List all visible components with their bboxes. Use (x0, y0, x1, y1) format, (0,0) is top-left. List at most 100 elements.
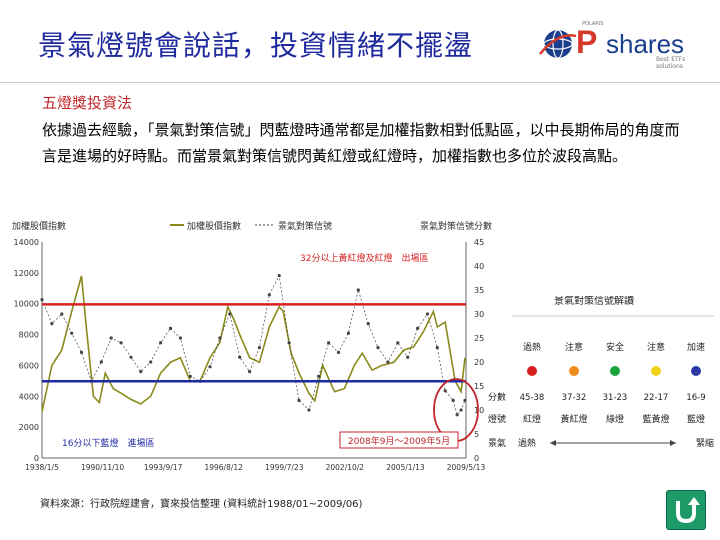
signal-point (396, 341, 400, 345)
signal-point (435, 346, 439, 350)
signal-point (386, 360, 390, 364)
signal-point (366, 322, 370, 326)
signal-col-name: 過熱 (523, 341, 541, 353)
signal-point (159, 341, 163, 345)
signal-point (228, 312, 232, 316)
row-label-score: 分數 (488, 391, 506, 403)
left-tick-label: 12000 (14, 269, 39, 278)
signal-point (463, 398, 467, 402)
signal-col-name: 安全 (606, 341, 624, 353)
signal-light-name: 藍燈 (687, 413, 705, 425)
highlight-label: 2008年9月～2009年5月 (348, 435, 450, 447)
signal-table: 景氣對策信號解讀 過熱 45-38 紅燈 注意 37-32 黃紅燈 安全 31-23 綠燈 注意 22… (488, 294, 718, 450)
signal-point (129, 355, 133, 359)
signal-point (356, 288, 360, 292)
index-line (41, 275, 466, 412)
page-title: 景氣燈號會說話，投資情緒不擺盪 (38, 29, 474, 62)
signal-point (267, 293, 271, 297)
x-tick-label: 2005/1/13 (386, 463, 425, 472)
signal-score: 45-38 (520, 393, 545, 403)
brand-prefix: P (576, 24, 598, 60)
signal-point (336, 350, 341, 354)
signal-light-name: 藍黃燈 (642, 413, 669, 425)
x-tick-label: 1999/7/23 (265, 463, 304, 472)
signal-light-name: 紅燈 (523, 413, 541, 425)
signal-point (109, 336, 113, 340)
back-button[interactable] (666, 490, 706, 530)
left-tick-label: 4000 (19, 392, 39, 401)
globe-icon (539, 29, 577, 59)
right-tick-label: 45 (474, 238, 484, 247)
signal-score: 22-17 (644, 393, 669, 403)
legend-label-index: 加權股價指數 (187, 220, 241, 232)
x-tick-label: 1996/8/12 (204, 463, 243, 472)
right-tick-label: 10 (474, 406, 484, 415)
right-tick-label: 25 (474, 334, 484, 343)
signal-point (149, 360, 153, 364)
signal-point (287, 341, 291, 345)
right-axis-title: 景氣對策信號分數 (420, 220, 492, 232)
signal-point (416, 326, 420, 330)
signal-point (139, 370, 143, 374)
red-threshold-label: 32分以上黃紅燈及紅燈 出場區 (300, 252, 428, 264)
signal-light-dot (527, 366, 537, 376)
right-tick-label: 15 (474, 382, 484, 391)
signal-point (406, 355, 410, 359)
signal-point (425, 312, 430, 316)
economy-arrow-left (550, 440, 556, 446)
right-tick-label: 35 (474, 286, 484, 295)
economy-right-label: 緊縮 (696, 437, 714, 449)
highlight-box (339, 431, 459, 449)
content-area (0, 82, 720, 540)
signal-light-dot (651, 366, 661, 376)
brand-name: shares (606, 29, 685, 59)
x-tick-label: 1938/1/5 (25, 463, 59, 472)
signal-score: 16-9 (686, 393, 705, 403)
right-tick-label: 5 (474, 430, 479, 439)
signal-point (277, 274, 281, 278)
signal-point (455, 413, 459, 417)
signal-col-name: 注意 (565, 341, 583, 353)
signal-point (60, 312, 64, 316)
legend-label-signal: 景氣對策信號 (278, 220, 332, 232)
signal-point (218, 336, 222, 340)
left-tick-label: 10000 (14, 300, 39, 309)
signal-light-dot (610, 366, 620, 376)
signal-col-name: 加速 (687, 342, 705, 353)
signal-point (257, 346, 261, 350)
signal-point (168, 326, 173, 330)
signal-point (188, 374, 192, 378)
signal-light-dot (691, 366, 701, 376)
signal-table-title: 景氣對策信號解讀 (554, 296, 634, 307)
x-tick-label: 2009/5/13 (447, 463, 486, 472)
signal-point (238, 355, 242, 359)
right-tick-label: 40 (474, 262, 484, 271)
signal-light-dot (569, 366, 579, 376)
u-turn-icon (676, 497, 700, 524)
signal-point (346, 331, 350, 335)
x-tick-label: 1993/9/17 (144, 463, 183, 472)
signal-light-name: 綠燈 (606, 413, 624, 425)
left-tick-label: 14000 (14, 238, 39, 247)
signal-point (119, 341, 123, 345)
x-tick-label: 2002/10/2 (326, 463, 365, 472)
left-tick-label: 2000 (19, 423, 39, 432)
left-tick-label: 0 (34, 454, 39, 463)
signal-point (99, 360, 103, 364)
signal-point (50, 322, 54, 326)
signal-score: 31-23 (603, 393, 628, 403)
signal-point (443, 389, 447, 393)
signal-point (248, 370, 252, 374)
right-tick-label: 0 (474, 454, 479, 463)
signal-point (178, 336, 182, 340)
signal-point (327, 341, 331, 345)
signal-point (317, 374, 321, 378)
description-paragraph: 依據過去經驗，「景氣對策信號」閃藍燈時通常都是加權指數相對低點區，以中長期佈局的… (42, 121, 680, 165)
header-bar (0, 0, 720, 82)
x-tick-label: 1990/11/10 (81, 463, 124, 472)
brand-source: POLARIS (582, 21, 604, 27)
source-note: 資料來源：行政院經建會，寶來投信整理 (資料統計1988/01~2009/06) (40, 499, 363, 510)
